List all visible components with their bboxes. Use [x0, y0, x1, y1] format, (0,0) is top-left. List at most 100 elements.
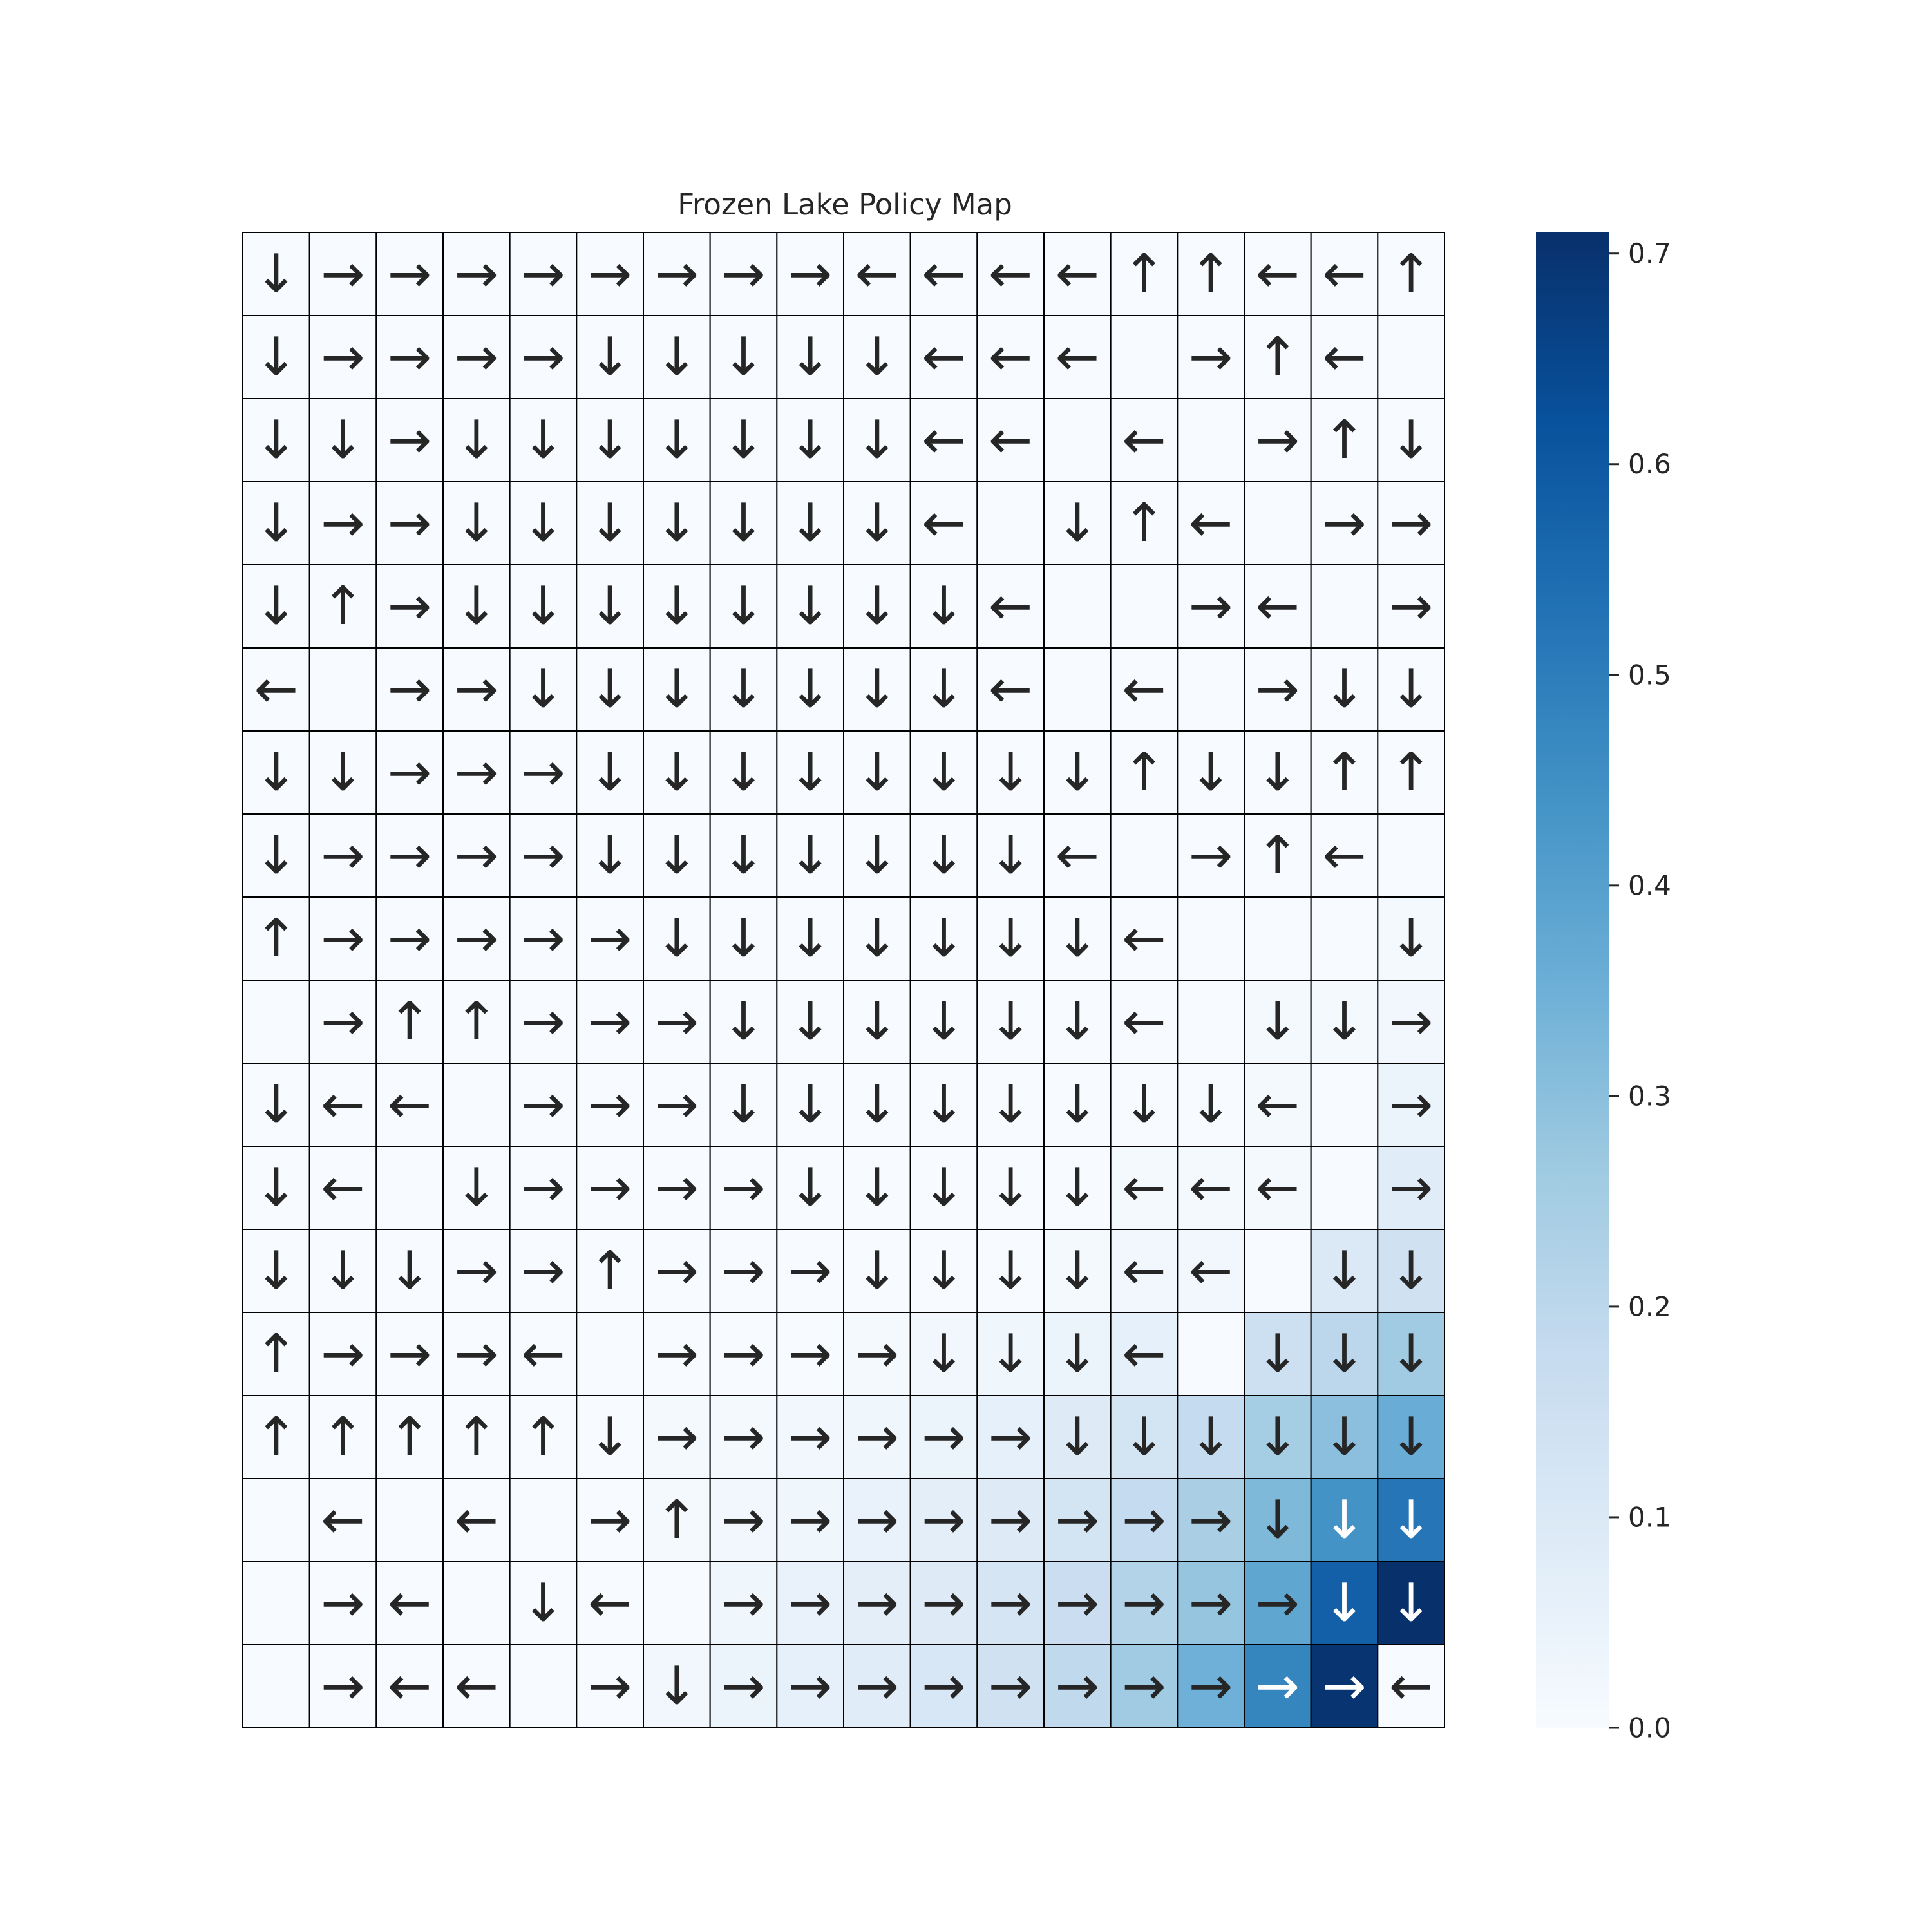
policy-arrow-r16-c14: → [1189, 1573, 1233, 1634]
policy-arrow-r8-c4: → [521, 908, 565, 969]
policy-arrow-r11-c10: ↓ [922, 1157, 966, 1218]
policy-arrow-r11-c12: ↓ [1055, 1157, 1099, 1218]
heatmap-cell-r11-c15 [1244, 1146, 1312, 1230]
heatmap-cell-r14-c4 [509, 1395, 578, 1479]
heatmap-cell-r3-c1 [308, 481, 377, 565]
policy-arrow-r12-c12: ↓ [1055, 1240, 1099, 1302]
heatmap-cell-r12-c13 [1110, 1229, 1179, 1313]
policy-arrow-r3-c12: ↓ [1055, 493, 1099, 554]
heatmap-cell-r12-c11 [976, 1229, 1045, 1313]
heatmap-cell-r10-c10 [909, 1063, 978, 1147]
heatmap-cell-r13-c0 [242, 1312, 310, 1396]
policy-arrow-r11-c7: → [721, 1157, 766, 1218]
policy-arrow-r7-c0: ↓ [254, 825, 298, 886]
colorbar-tick-label: 0.4 [1628, 869, 1671, 901]
heatmap-cell-r8-c1 [308, 896, 377, 981]
heatmap-cell-r9-c5 [576, 980, 644, 1064]
heatmap-cell-r0-c11 [976, 232, 1045, 316]
policy-arrow-r10-c1: ← [321, 1074, 365, 1135]
policy-arrow-r15-c6: ↑ [654, 1490, 699, 1551]
heatmap-cell-r12-c4 [509, 1229, 578, 1313]
colorbar-tick-label: 0.3 [1628, 1080, 1671, 1112]
heatmap-cell-r14-c10 [909, 1395, 978, 1479]
policy-arrow-r13-c11: ↓ [989, 1323, 1033, 1385]
policy-arrow-r9-c1: → [321, 991, 365, 1052]
policy-arrow-r13-c1: → [321, 1323, 365, 1385]
heatmap-cell-r5-c8 [776, 647, 845, 732]
heatmap-cell-r11-c17 [1377, 1146, 1445, 1230]
heatmap-cell-r5-c13 [1110, 647, 1179, 732]
policy-arrow-r8-c0: ↑ [254, 908, 298, 969]
heatmap-cell-r10-c2 [375, 1063, 444, 1147]
heatmap-cell-r2-c5 [576, 398, 644, 482]
heatmap-cell-r8-c11 [976, 896, 1045, 981]
heatmap-cell-r14-c8 [776, 1395, 845, 1479]
heatmap-cell-r15-c13 [1110, 1478, 1179, 1562]
policy-arrow-r8-c8: ↓ [788, 908, 833, 969]
heatmap-cell-r5-c7 [709, 647, 778, 732]
colorbar-tick-label: 0.7 [1628, 238, 1671, 269]
policy-arrow-r0-c6: → [654, 243, 699, 305]
policy-arrow-r15-c5: → [588, 1490, 632, 1551]
policy-arrow-r10-c9: ↓ [855, 1074, 899, 1135]
policy-arrow-r13-c7: → [721, 1323, 766, 1385]
heatmap-cell-r2-c8 [776, 398, 845, 482]
policy-arrow-r13-c2: → [388, 1323, 432, 1385]
heatmap-cell-r11-c16 [1310, 1146, 1379, 1230]
policy-arrow-r5-c10: ↓ [922, 659, 966, 720]
heatmap-cell-r11-c7 [709, 1146, 778, 1230]
policy-arrow-r13-c4: ← [521, 1323, 565, 1385]
heatmap-cell-r6-c1 [308, 730, 377, 815]
policy-arrow-r15-c9: → [855, 1490, 899, 1551]
policy-arrow-r3-c10: ← [922, 493, 966, 554]
heatmap-cell-r5-c17 [1377, 647, 1445, 732]
policy-arrow-r8-c9: ↓ [855, 908, 899, 969]
colorbar-tick-label: 0.2 [1628, 1291, 1671, 1322]
heatmap-cell-r12-c3 [442, 1229, 511, 1313]
heatmap-cell-r13-c5 [576, 1312, 644, 1396]
policy-arrow-r5-c0: ← [254, 659, 298, 720]
heatmap-cell-r16-c2 [375, 1561, 444, 1645]
heatmap-cell-r6-c4 [509, 730, 578, 815]
heatmap-cell-r14-c7 [709, 1395, 778, 1479]
heatmap-cell-r10-c1 [308, 1063, 377, 1147]
policy-arrow-r12-c4: → [521, 1240, 565, 1302]
heatmap-cell-r14-c2 [375, 1395, 444, 1479]
heatmap-cell-r0-c13 [1110, 232, 1179, 316]
heatmap-cell-r4-c2 [375, 564, 444, 649]
policy-arrow-r5-c4: ↓ [521, 659, 565, 720]
policy-arrow-r4-c14: → [1189, 576, 1233, 637]
policy-arrow-r5-c6: ↓ [654, 659, 699, 720]
heatmap-cell-r9-c12 [1043, 980, 1112, 1064]
policy-arrow-r13-c17: ↓ [1389, 1323, 1434, 1385]
heatmap-cell-r3-c0 [242, 481, 310, 565]
heatmap-cell-r4-c16 [1310, 564, 1379, 649]
policy-arrow-r17-c6: ↓ [654, 1656, 699, 1717]
policy-arrow-r5-c13: ← [1122, 659, 1166, 720]
heatmap-cell-r3-c12 [1043, 481, 1112, 565]
policy-arrow-r12-c3: → [454, 1240, 498, 1302]
policy-arrow-r1-c2: → [388, 327, 432, 388]
policy-arrow-r7-c7: ↓ [721, 825, 766, 886]
colorbar-tick-label: 0.6 [1628, 448, 1671, 480]
policy-arrow-r3-c14: ← [1189, 493, 1233, 554]
policy-arrow-r3-c1: → [321, 493, 365, 554]
policy-arrow-r10-c4: → [521, 1074, 565, 1135]
heatmap-cell-r1-c10 [909, 315, 978, 399]
policy-arrow-r6-c16: ↑ [1322, 742, 1367, 803]
heatmap-cell-r6-c6 [643, 730, 711, 815]
heatmap-cell-r5-c6 [643, 647, 711, 732]
heatmap-cell-r12-c5 [576, 1229, 644, 1313]
policy-arrow-r9-c3: ↑ [454, 991, 498, 1052]
policy-arrow-r12-c7: → [721, 1240, 766, 1302]
policy-arrow-r14-c7: → [721, 1406, 766, 1468]
policy-arrow-r10-c2: ← [388, 1074, 432, 1135]
policy-arrow-r12-c8: → [788, 1240, 833, 1302]
policy-arrow-r14-c9: → [855, 1406, 899, 1468]
policy-arrow-r17-c7: → [721, 1656, 766, 1717]
policy-arrow-r10-c12: ↓ [1055, 1074, 1099, 1135]
policy-arrow-r2-c2: → [388, 410, 432, 471]
policy-arrow-r0-c7: → [721, 243, 766, 305]
heatmap-cell-r4-c11 [976, 564, 1045, 649]
policy-arrow-r2-c3: ↓ [454, 410, 498, 471]
